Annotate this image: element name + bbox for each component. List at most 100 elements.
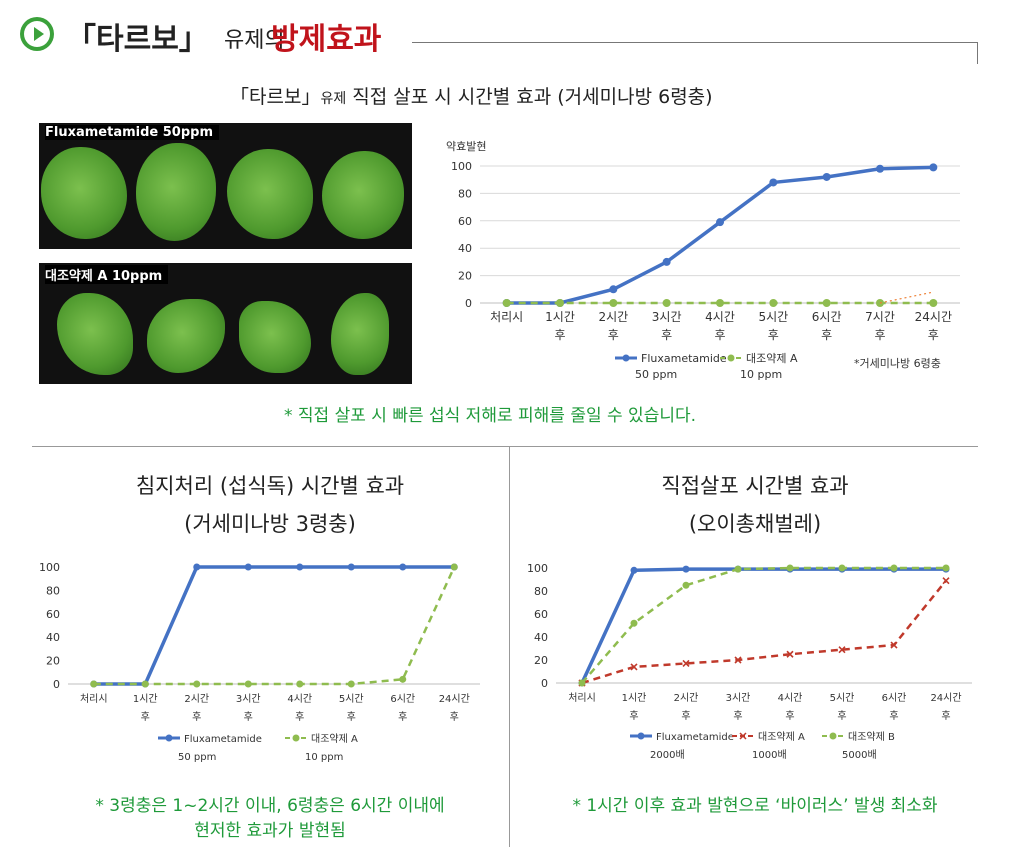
x-tick-label: 3시간	[652, 310, 682, 324]
data-point	[786, 650, 794, 658]
x-tick-label: 5시간	[339, 693, 364, 705]
data-point	[193, 680, 201, 688]
title-rule	[412, 42, 978, 43]
left-title-line2: (거세미나방 3령충)	[184, 512, 356, 536]
subtitle-small: 유제	[320, 91, 347, 107]
subtitle-product: 「타르보」	[230, 86, 321, 108]
data-point	[630, 566, 638, 574]
data-point	[822, 299, 831, 307]
left-title-line1: 침지처리 (섭식독) 시간별 효과	[135, 474, 405, 498]
x-tick-label: 후	[629, 710, 638, 722]
series-line	[93, 566, 456, 686]
data-point	[502, 299, 511, 307]
x-tick-label: 6시간	[812, 310, 842, 324]
y-tick-label: 100	[451, 160, 472, 173]
data-point	[609, 299, 618, 307]
data-point	[838, 646, 846, 654]
y-tick-label: 60	[46, 608, 60, 621]
x-tick-label: 7시간	[865, 310, 895, 324]
photo-control-a: 대조약제 A 10ppm	[39, 263, 412, 384]
x-tick-label: 처리시	[80, 693, 108, 705]
x-tick-label: 4시간	[705, 310, 735, 324]
legend-sublabel: 10 ppm	[740, 368, 782, 381]
x-tick-label: 후	[768, 328, 779, 342]
data-point	[890, 564, 898, 572]
data-point	[90, 680, 98, 688]
series-line	[581, 579, 947, 685]
play-circle-icon	[20, 17, 54, 51]
x-tick-label: 24시간	[439, 693, 470, 705]
data-point	[716, 218, 724, 227]
legend-marker	[739, 732, 747, 740]
x-tick-label: 처리시	[490, 310, 523, 324]
x-tick-label: 후	[244, 711, 253, 723]
y-axis-label: 약효발현	[446, 139, 486, 153]
data-point	[876, 164, 884, 173]
photo-label: 대조약제 A 10ppm	[45, 265, 169, 284]
x-tick-label: 후	[141, 711, 150, 723]
y-tick-label: 40	[458, 242, 472, 255]
x-tick-label: 1시간	[622, 692, 647, 704]
data-point	[682, 581, 690, 589]
data-point	[942, 564, 950, 572]
column-divider	[509, 447, 510, 847]
x-tick-label: 3시간	[236, 693, 261, 705]
data-point	[244, 563, 252, 571]
y-tick-label: 80	[534, 585, 548, 598]
y-tick-label: 20	[46, 655, 60, 668]
y-tick-label: 100	[527, 562, 548, 575]
series-line	[93, 565, 455, 686]
legend-sublabel: 50 ppm	[178, 752, 216, 763]
x-tick-label: 후	[941, 710, 950, 722]
legend-sublabel: 2000배	[650, 749, 685, 761]
top-section-title: 「타르보」유제 직접 살포 시 시간별 효과 (거세미나방 6령충)	[230, 82, 713, 109]
y-tick-label: 100	[39, 561, 60, 574]
x-tick-label: 후	[837, 710, 846, 722]
data-point	[193, 563, 201, 571]
data-point	[347, 680, 355, 688]
y-tick-label: 0	[541, 677, 548, 690]
data-point	[399, 563, 407, 571]
title-connector: 유제의	[224, 28, 285, 53]
left-note-line2: 현저한 효과가 발현됨	[194, 821, 346, 841]
data-point	[682, 565, 690, 573]
y-tick-label: 20	[458, 270, 472, 283]
legend-label: Fluxametamide	[656, 732, 734, 743]
y-tick-label: 60	[458, 215, 472, 228]
x-tick-label: 24시간	[915, 310, 952, 324]
subtitle-rest: 직접 살포 시 시간별 효과 (거세미나방 6령충)	[346, 86, 713, 108]
x-tick-label: 4시간	[287, 693, 312, 705]
legend-marker	[292, 734, 300, 742]
legend-label: 대조약제 B	[848, 731, 895, 743]
data-point	[399, 675, 407, 683]
leaf-image	[41, 147, 127, 239]
y-tick-label: 60	[534, 608, 548, 621]
legend-sublabel: 50 ppm	[635, 368, 677, 381]
legend-marker	[165, 734, 173, 742]
photo-label: Fluxametamide 50ppm	[45, 125, 219, 140]
x-tick-label: 후	[347, 711, 356, 723]
chart-annotation: *거세미나방 6령충	[854, 357, 941, 370]
data-point	[822, 172, 831, 181]
x-tick-label: 후	[554, 328, 565, 342]
title-rule-end	[977, 42, 978, 64]
title-product: 「타르보」	[66, 22, 209, 57]
leaf-image	[239, 301, 311, 373]
x-tick-label: 1시간	[545, 310, 575, 324]
data-point	[769, 299, 778, 307]
data-point	[890, 641, 898, 649]
x-tick-label: 24시간	[930, 692, 961, 704]
leaf-image	[227, 149, 313, 239]
y-tick-label: 0	[53, 678, 60, 691]
leaf-image	[136, 143, 216, 241]
legend-sublabel: 1000배	[752, 749, 787, 761]
data-point	[734, 565, 742, 573]
x-tick-label: 후	[733, 710, 742, 722]
data-point	[141, 680, 149, 688]
x-tick-label: 5시간	[830, 692, 855, 704]
x-tick-label: 후	[821, 328, 832, 342]
data-point	[630, 663, 638, 671]
header: 「타르보」 유제의 방제효과	[0, 0, 1016, 70]
x-tick-label: 후	[928, 328, 939, 342]
